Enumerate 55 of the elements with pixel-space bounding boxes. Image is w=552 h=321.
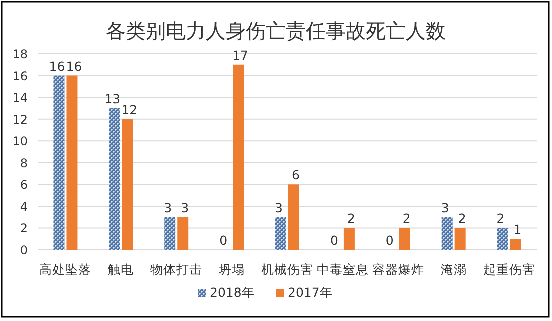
x-tick-label: 坍塌 bbox=[218, 262, 246, 277]
bar bbox=[66, 76, 78, 250]
data-label: 2 bbox=[496, 211, 505, 226]
x-tick-label: 起重伤害 bbox=[483, 262, 536, 277]
data-label: 0 bbox=[220, 233, 228, 248]
bar bbox=[510, 239, 522, 250]
bar bbox=[497, 228, 508, 250]
x-tick-label: 淹溺 bbox=[440, 262, 467, 277]
bar bbox=[54, 76, 65, 250]
x-tick-label: 高处坠落 bbox=[40, 262, 92, 277]
legend-label: 2017年 bbox=[288, 285, 333, 300]
x-tick-label: 机械伤害 bbox=[262, 262, 314, 277]
data-label: 0 bbox=[386, 233, 394, 248]
y-tick-label: 12 bbox=[12, 112, 28, 127]
bar bbox=[109, 108, 120, 250]
data-label: 3 bbox=[164, 200, 172, 216]
data-label: 12 bbox=[122, 102, 138, 118]
bar bbox=[164, 217, 176, 250]
y-tick-label: 2 bbox=[20, 222, 28, 236]
data-label: 2 bbox=[458, 211, 466, 226]
y-tick-label: 0 bbox=[20, 244, 28, 258]
x-tick-label: 容器爆炸 bbox=[372, 262, 424, 277]
bar bbox=[454, 228, 466, 250]
bar bbox=[122, 119, 134, 250]
bar bbox=[233, 64, 244, 250]
y-tick-label: 4 bbox=[20, 200, 28, 214]
bar bbox=[399, 228, 410, 250]
bar bbox=[178, 217, 189, 250]
data-label: 16 bbox=[66, 58, 82, 74]
x-tick-label: 物体打击 bbox=[150, 262, 203, 277]
data-label: 6 bbox=[292, 168, 300, 183]
bar bbox=[288, 184, 300, 250]
data-label: 3 bbox=[275, 200, 283, 216]
y-tick-label: 6 bbox=[20, 178, 28, 192]
bar bbox=[276, 217, 286, 250]
bar bbox=[442, 217, 453, 250]
data-label: 2 bbox=[347, 211, 356, 226]
y-tick-label: 14 bbox=[12, 91, 28, 106]
y-tick-label: 10 bbox=[12, 134, 28, 149]
chart-title: 各类别电力人身伤亡责任事故死亡人数 bbox=[106, 19, 446, 43]
data-label: 2 bbox=[402, 211, 411, 226]
legend-label: 2018年 bbox=[210, 285, 255, 300]
y-tick-label: 8 bbox=[20, 156, 28, 170]
data-label: 0 bbox=[330, 233, 338, 248]
bar bbox=[344, 228, 355, 250]
data-label: 17 bbox=[232, 48, 249, 63]
y-tick-label: 16 bbox=[12, 69, 28, 84]
data-label: 3 bbox=[441, 200, 450, 216]
y-tick-label: 18 bbox=[12, 48, 28, 62]
x-tick-label: 触电 bbox=[108, 262, 134, 277]
data-label: 1 bbox=[514, 222, 522, 238]
x-tick-label: 中毒窒息 bbox=[316, 262, 369, 277]
data-label: 3 bbox=[181, 200, 190, 216]
data-label: 16 bbox=[49, 58, 66, 74]
data-label: 13 bbox=[104, 91, 121, 106]
